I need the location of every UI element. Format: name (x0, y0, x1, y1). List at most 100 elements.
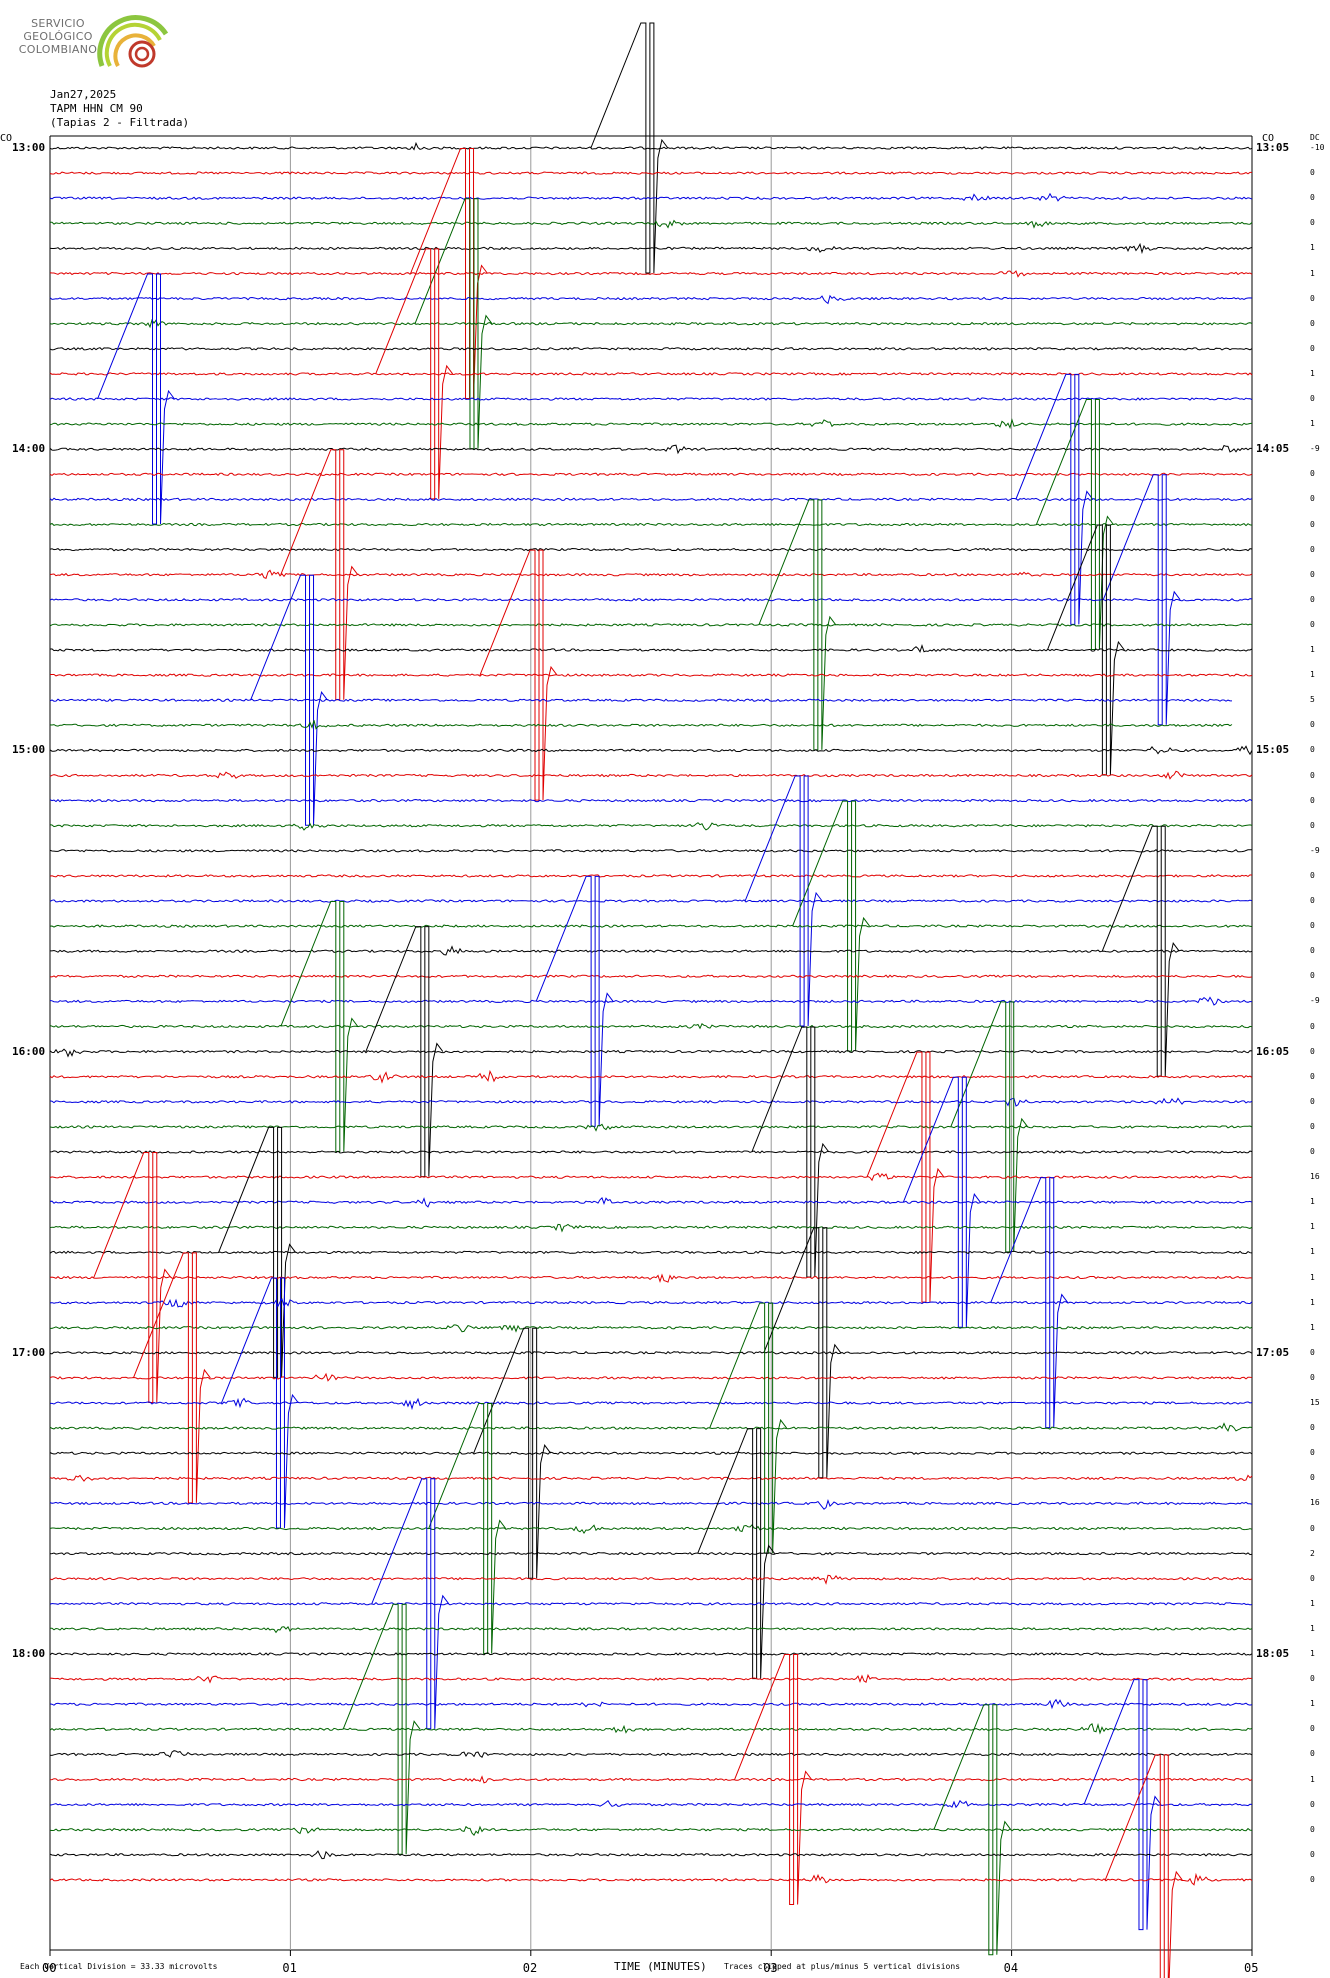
dc-offset-label: 0 (1310, 469, 1315, 479)
trace-line (49, 522, 1253, 527)
trace-line (49, 1123, 1253, 1132)
trace-line (49, 1023, 1253, 1030)
left-hour-label: 16:00 (12, 1044, 46, 1058)
right-hour-label: 16:05 (1256, 1044, 1290, 1058)
dc-offset-label: 0 (1310, 619, 1315, 629)
dc-offset-label: 1 (1310, 419, 1315, 429)
dc-offset-label: 0 (1310, 193, 1315, 203)
trace-line (49, 1350, 1253, 1355)
trace-line (49, 598, 1253, 602)
right-hour-label: 13:05 (1256, 141, 1290, 154)
dc-offset-label: 1 (1310, 670, 1315, 680)
dc-offset-label: 1 (1310, 268, 1315, 278)
clipped-signal (479, 549, 558, 801)
dc-offset-label: 0 (1310, 745, 1315, 755)
dc-offset-label: 0 (1310, 318, 1315, 328)
dc-offset-label: 5 (1310, 695, 1315, 705)
trace-line (49, 623, 1253, 627)
trace-line (49, 643, 1253, 653)
trace-line (49, 1172, 1253, 1182)
dc-offset-label: 0 (1310, 168, 1315, 178)
dc-offset-label: 0 (1310, 1147, 1315, 1156)
station-label: TAPM HHN CM 90 (50, 102, 143, 115)
trace-line (50, 219, 1253, 229)
dc-offset-label: 0 (1310, 1473, 1315, 1483)
dc-offset-label: 0 (1310, 1824, 1315, 1834)
dc-offset-label: 15 (1310, 1398, 1320, 1407)
clipped-signal (590, 22, 669, 274)
clipped-signal (414, 198, 493, 450)
dc-offset-label: 0 (1310, 1674, 1315, 1684)
x-tick-label: 03 (763, 1961, 777, 1975)
date-label: Jan27,2025 (50, 88, 117, 101)
dc-offset-label: 0 (1310, 1071, 1315, 1081)
dc-offset-label: 1 (1310, 1247, 1315, 1257)
description-label: (Tapias 2 - Filtrada) (50, 116, 190, 129)
logo-line-1: SERVICIO (31, 17, 85, 30)
dc-offset-label: 0 (1310, 1799, 1315, 1809)
dc-offset-label: 0 (1310, 1448, 1315, 1458)
trace-line (49, 294, 1253, 305)
trace-line (49, 1372, 1253, 1382)
trace-line (49, 1297, 1253, 1308)
clipped-signal (933, 1704, 1012, 1956)
trace-line (49, 472, 1253, 477)
dc-offset-label: -9 (1310, 444, 1320, 454)
dc-offset-label: -10 (1310, 143, 1325, 152)
clipped-signal (1102, 474, 1181, 726)
trace-line (49, 874, 1253, 878)
trace-line (49, 418, 1253, 430)
trace-line (49, 1850, 1253, 1860)
dc-offset-label: 1 (1310, 1623, 1315, 1633)
trace-line (49, 1524, 1253, 1535)
trace-line (49, 698, 1232, 703)
dc-offset-label: 1 (1310, 1297, 1315, 1307)
dc-offset-label: 0 (1310, 1121, 1315, 1131)
right-network-code: CO (1262, 133, 1275, 144)
trace-line (49, 569, 1253, 579)
trace-line (49, 1652, 1253, 1656)
sgc-spiral-logo-icon (97, 15, 169, 68)
trace-line (49, 1602, 1253, 1606)
x-tick-label: 01 (282, 1961, 296, 1975)
trace-line (49, 1872, 1253, 1886)
logo-line-2: GEOLÓGICO (23, 30, 93, 43)
clipped-signal (280, 449, 359, 701)
dc-offset-label: 0 (1310, 896, 1315, 905)
right-hour-label: 18:05 (1256, 1647, 1290, 1660)
trace-line (49, 996, 1253, 1006)
left-hour-label: 17:00 (12, 1345, 46, 1359)
dc-offset-label: 2 (1310, 1548, 1315, 1558)
trace-line (49, 1574, 1253, 1585)
clipped-signal (763, 1227, 842, 1479)
dc-offset-label: 1 (1310, 1649, 1315, 1658)
trace-line (49, 171, 1252, 175)
trace-line (50, 945, 1253, 956)
dc-offset-label: 0 (1310, 519, 1315, 529)
trace-line (49, 1451, 1253, 1455)
dc-offset-label: 16 (1310, 1172, 1320, 1182)
dc-offset-label: 0 (1310, 820, 1315, 830)
dc-offset-label: 1 (1310, 1222, 1315, 1232)
x-tick-label: 02 (523, 1961, 537, 1975)
trace-line (49, 1048, 1253, 1058)
clipped-signal (132, 1252, 211, 1504)
dc-offset-label: 1 (1310, 243, 1315, 253)
trace-line (49, 1799, 1253, 1809)
trace-line (49, 974, 1253, 979)
trace-line (49, 372, 1253, 376)
trace-line (49, 1197, 1253, 1208)
trace-line (49, 1551, 1253, 1556)
dc-offset-label: 0 (1310, 544, 1315, 554)
dc-offset-label: 0 (1310, 394, 1315, 403)
dc-offset-label: 0 (1310, 1347, 1315, 1357)
trace-line (50, 1397, 1253, 1411)
trace-line (49, 1273, 1253, 1284)
clip-note: Traces clipped at plus/minus 5 vertical … (724, 1962, 961, 1971)
clipped-signal (1101, 825, 1180, 1077)
dc-offset-label: 0 (1310, 293, 1315, 303)
trace-line (49, 1474, 1253, 1482)
dc-offset-label: 0 (1310, 770, 1315, 780)
dc-offset-label: 0 (1310, 1372, 1315, 1382)
